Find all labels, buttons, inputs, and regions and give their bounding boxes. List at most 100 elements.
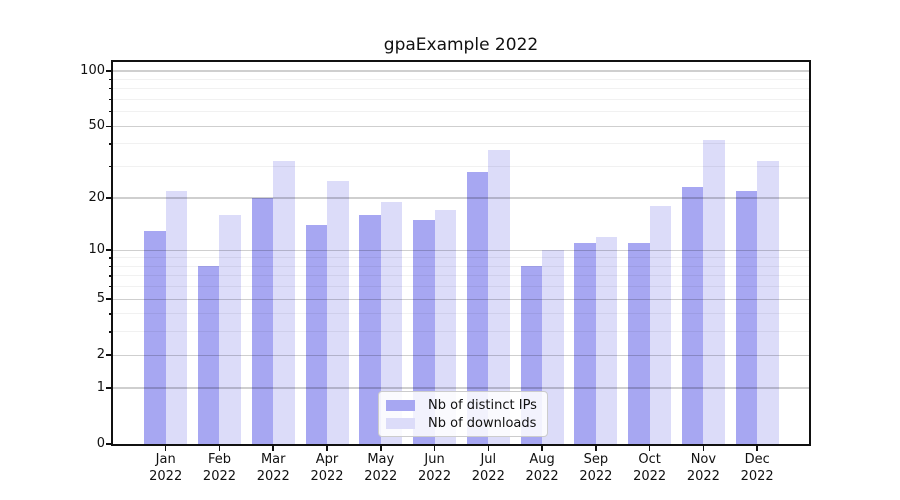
- x-tick-label: Nov 2022: [676, 452, 730, 485]
- y-tick-mark: [106, 249, 113, 251]
- legend: Nb of distinct IPs Nb of downloads: [378, 391, 548, 437]
- bar-distinct-ips: [735, 190, 758, 444]
- major-gridline: [113, 70, 809, 72]
- bar-downloads: [595, 236, 618, 444]
- y-tick-mark: [106, 197, 113, 199]
- minor-gridline: [113, 99, 809, 101]
- x-tick-label: Feb 2022: [192, 452, 246, 485]
- x-tick-month: Jul: [480, 452, 497, 467]
- y-tick-mark: [106, 387, 113, 389]
- y-tick-label: 1: [96, 379, 105, 395]
- x-tick-year: 2022: [418, 468, 452, 484]
- minor-gridline: [113, 78, 809, 80]
- x-tick-month: Mar: [260, 452, 286, 467]
- x-tick-mark: [433, 446, 436, 451]
- y-tick-label: 5: [96, 291, 105, 307]
- y-tick-mark: [106, 354, 113, 356]
- minor-gridline: [113, 111, 809, 113]
- x-tick-year: 2022: [633, 468, 667, 484]
- bar-distinct-ips: [305, 225, 327, 444]
- major-gridline: [113, 354, 809, 356]
- y-tick-label: 20: [88, 189, 105, 205]
- bar-distinct-ips: [681, 187, 704, 444]
- legend-swatch-distinct-ips: [386, 399, 415, 411]
- x-tick-year: 2022: [740, 468, 774, 484]
- bar-downloads: [273, 161, 295, 444]
- bar-distinct-ips: [574, 243, 596, 444]
- x-tick-month: Nov: [690, 452, 717, 467]
- x-tick-label: May 2022: [354, 452, 408, 485]
- x-tick-mark: [595, 446, 597, 451]
- x-tick-label: Jun 2022: [408, 452, 462, 485]
- major-gridline: [113, 125, 809, 127]
- x-tick-label: Jan 2022: [139, 452, 193, 485]
- x-tick-label: Aug 2022: [515, 452, 569, 485]
- major-gridline: [113, 298, 809, 300]
- bar-downloads: [488, 150, 510, 444]
- minor-gridline: [113, 286, 809, 288]
- x-tick-year: 2022: [471, 468, 505, 484]
- bar-distinct-ips: [413, 219, 435, 444]
- minor-gridline: [113, 265, 809, 267]
- x-tick-mark: [218, 446, 221, 451]
- bar-downloads: [219, 215, 241, 444]
- minor-gridline: [113, 331, 809, 333]
- bar-distinct-ips: [251, 197, 274, 444]
- x-tick-mark: [702, 446, 705, 451]
- legend-label-downloads: Nb of downloads: [428, 415, 537, 431]
- x-tick-month: Feb: [207, 452, 231, 467]
- x-tick-label: Mar 2022: [246, 452, 300, 485]
- minor-gridline: [113, 313, 809, 315]
- y-tick-label: 0: [96, 436, 105, 451]
- x-tick-month: May: [367, 452, 395, 467]
- bar-downloads: [649, 206, 672, 444]
- x-tick-month: Oct: [638, 452, 661, 467]
- chart-title: gpaExample 2022: [383, 35, 539, 55]
- minor-gridline: [113, 143, 809, 145]
- bar-distinct-ips: [359, 215, 381, 444]
- x-tick-label: Oct 2022: [623, 452, 677, 485]
- bar-downloads: [327, 180, 349, 444]
- bar-distinct-ips: [197, 266, 220, 444]
- major-gridline: [113, 249, 809, 251]
- y-tick-mark: [106, 70, 113, 72]
- x-tick-mark: [326, 446, 328, 451]
- x-tick-year: 2022: [686, 468, 720, 484]
- x-tick-label: Jul 2022: [461, 452, 515, 485]
- major-gridline: [113, 387, 809, 389]
- x-tick-year: 2022: [579, 468, 613, 484]
- x-tick-year: 2022: [525, 468, 559, 484]
- x-tick-mark: [380, 446, 382, 451]
- y-tick-label: 10: [88, 242, 105, 258]
- bar-downloads: [380, 201, 403, 444]
- y-tick-label: 100: [80, 63, 105, 79]
- bar-distinct-ips: [628, 243, 650, 444]
- x-tick-year: 2022: [364, 468, 398, 484]
- x-tick-month: Apr: [315, 452, 339, 467]
- y-tick-mark: [106, 443, 113, 445]
- x-tick-mark: [648, 446, 651, 451]
- bar-downloads: [703, 140, 725, 444]
- x-tick-year: 2022: [310, 468, 344, 484]
- x-tick-month: Dec: [744, 452, 770, 467]
- legend-item-distinct-ips: Nb of distinct IPs: [386, 396, 537, 414]
- x-tick-year: 2022: [256, 468, 290, 484]
- x-tick-mark: [487, 446, 490, 451]
- minor-gridline: [113, 88, 809, 90]
- y-tick-mark: [106, 298, 113, 300]
- bar-downloads: [757, 161, 779, 444]
- bar-downloads: [434, 210, 457, 444]
- plot-area: [113, 62, 809, 444]
- x-tick-mark: [272, 446, 274, 451]
- y-tick-mark: [106, 125, 113, 128]
- x-tick-mark: [164, 446, 167, 451]
- x-tick-month: Sep: [583, 452, 609, 467]
- bar-distinct-ips: [466, 171, 489, 444]
- bar-downloads: [165, 190, 188, 444]
- y-tick-label: 50: [88, 118, 105, 134]
- legend-label-distinct-ips: Nb of distinct IPs: [428, 397, 537, 413]
- x-tick-mark: [541, 446, 543, 451]
- x-tick-month: Jan: [155, 452, 176, 467]
- legend-swatch-downloads: [386, 417, 415, 429]
